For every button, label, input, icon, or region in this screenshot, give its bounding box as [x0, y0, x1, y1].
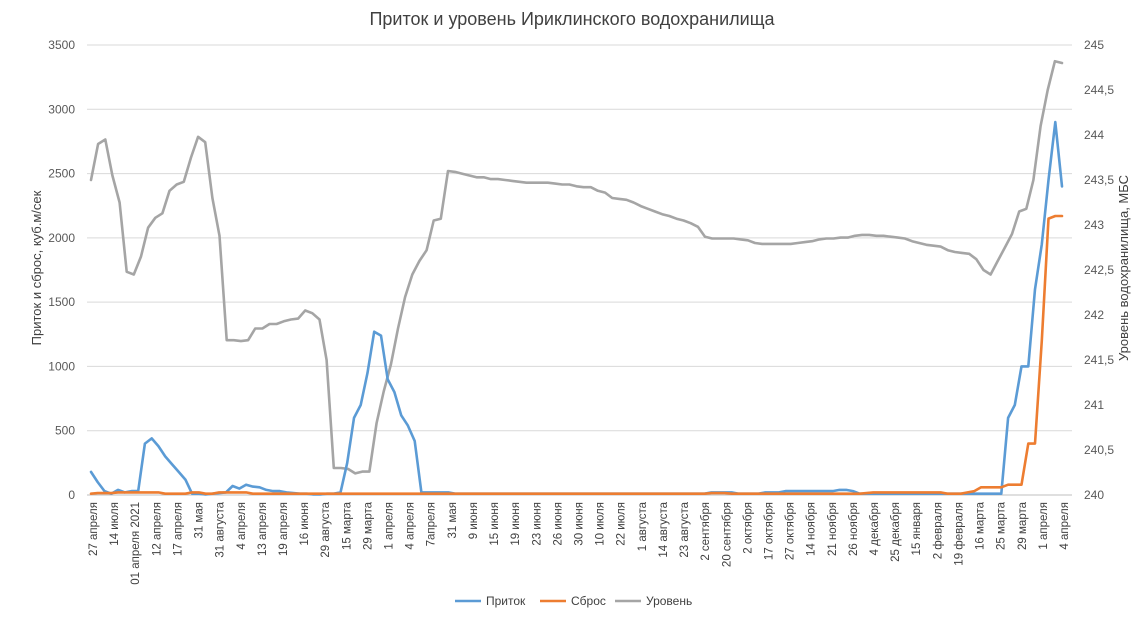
y-right-tick-label: 242,5	[1084, 263, 1114, 277]
x-tick-label: 19 апреля	[278, 502, 290, 556]
x-tick-label: 15 января	[911, 502, 923, 555]
series-lines	[89, 59, 1064, 496]
x-tick-label: 4 апреля	[405, 502, 417, 550]
x-tick-label: 12 апреля	[151, 502, 163, 556]
x-tick-label: 23 июня	[531, 502, 543, 546]
series-line-0	[89, 120, 1064, 496]
y-right-tick-label: 240,5	[1084, 443, 1114, 457]
y-right-tick-label: 244,5	[1084, 83, 1114, 97]
x-tick-label: 4 апреля	[1059, 502, 1071, 550]
x-tick-label: 7апреля	[426, 502, 438, 546]
x-tick-label: 30 июня	[574, 502, 586, 546]
x-tick-label: 23 августа	[679, 501, 691, 557]
x-tick-label: 2 сентября	[700, 502, 712, 561]
x-tick-label: 17 октября	[764, 502, 776, 560]
y-right-tick-label: 243,5	[1084, 173, 1114, 187]
legend: Приток Сброс Уровень	[455, 594, 692, 608]
x-tick-label: 31 августа	[215, 501, 227, 557]
x-tick-label: 13 апреля	[257, 502, 269, 556]
y-right-tick-label: 243	[1084, 218, 1104, 232]
x-tick-label: 4 апреля	[236, 502, 248, 550]
x-tick-label: 1 августа	[637, 501, 649, 551]
y-right-tick-label: 244	[1084, 128, 1104, 142]
x-tick-label: 25 декабря	[890, 502, 902, 562]
x-tick-label: 29 августа	[320, 501, 332, 557]
x-tick-label: 17 апреля	[172, 502, 184, 556]
x-tick-label: 26 ноября	[848, 502, 860, 556]
x-tick-label: 15 июня	[489, 502, 501, 546]
x-tick-label: 14 августа	[658, 501, 670, 557]
series-line-2	[89, 59, 1064, 475]
x-tick-label: 14 июля	[109, 502, 121, 546]
x-tick-label: 1 апреля	[1038, 502, 1050, 550]
x-tick-label: 31 мая	[447, 502, 459, 539]
right-axis-ticks: 240 240,5 241 241,5 242 242,5 243 243,5 244 244,5…	[1084, 38, 1114, 502]
x-tick-label: 2 октября	[742, 502, 754, 554]
y-right-tick-label: 242	[1084, 308, 1104, 322]
y-right-tick-label: 241	[1084, 398, 1104, 412]
y-left-tick-label: 3000	[48, 102, 75, 116]
x-tick-label: 19 июня	[510, 502, 522, 546]
x-tick-label: 22 июля	[616, 502, 628, 546]
left-axis-label: Приток и сброс, куб.м/сек	[29, 190, 44, 345]
y-left-tick-label: 1000	[48, 359, 75, 373]
y-right-tick-label: 245	[1084, 38, 1104, 52]
y-left-tick-label: 500	[55, 424, 75, 438]
y-left-tick-label: 2000	[48, 231, 75, 245]
x-tick-label: 19 февраля	[954, 502, 966, 566]
legend-label: Уровень	[646, 594, 692, 608]
x-tick-label: 16 июня	[299, 502, 311, 546]
y-left-tick-label: 0	[68, 488, 75, 502]
x-tick-label: 27 октября	[785, 502, 797, 560]
x-tick-label: 26 июня	[552, 502, 564, 546]
x-tick-label: 21 ноября	[827, 502, 839, 556]
x-tick-label: 20 сентября	[721, 502, 733, 567]
y-left-tick-label: 2500	[48, 167, 75, 181]
x-tick-label: 31 мая	[194, 502, 206, 539]
y-right-tick-label: 241,5	[1084, 353, 1114, 367]
y-right-tick-label: 240	[1084, 488, 1104, 502]
x-tick-label: 9 июня	[468, 502, 480, 539]
x-tick-label: 01 апреля 2021	[130, 502, 142, 585]
left-axis-ticks: 0 500 1000 1500 2000 2500 3000 3500	[48, 38, 75, 502]
x-tick-label: 4 декабря	[869, 502, 881, 555]
legend-label: Приток	[486, 594, 526, 608]
series-line-1	[89, 214, 1064, 496]
y-left-tick-label: 3500	[48, 38, 75, 52]
x-tick-label: 16 марта	[975, 501, 987, 550]
x-tick-label: 27 апреля	[88, 502, 100, 556]
right-axis-label: Уровень водохранилища, МБС	[1116, 175, 1131, 361]
x-tick-label: 29 марта	[362, 501, 374, 550]
x-axis-ticks: 27 апреля 14 июля 01 апреля 2021 12 апреля 1…	[88, 501, 1071, 584]
x-tick-label: 2 февраля	[932, 502, 944, 559]
chart-title: Приток и уровень Ириклинского водохранил…	[369, 9, 775, 29]
x-tick-label: 10 июля	[595, 502, 607, 546]
y-left-tick-label: 1500	[48, 295, 75, 309]
gridlines	[87, 44, 1072, 496]
x-tick-label: 25 марта	[996, 501, 1008, 550]
x-tick-label: 1 апреля	[384, 502, 396, 550]
x-tick-label: 29 марта	[1017, 501, 1029, 550]
x-tick-label: 14 ноября	[806, 502, 818, 556]
x-tick-label: 15 марта	[341, 501, 353, 550]
legend-label: Сброс	[571, 594, 606, 608]
